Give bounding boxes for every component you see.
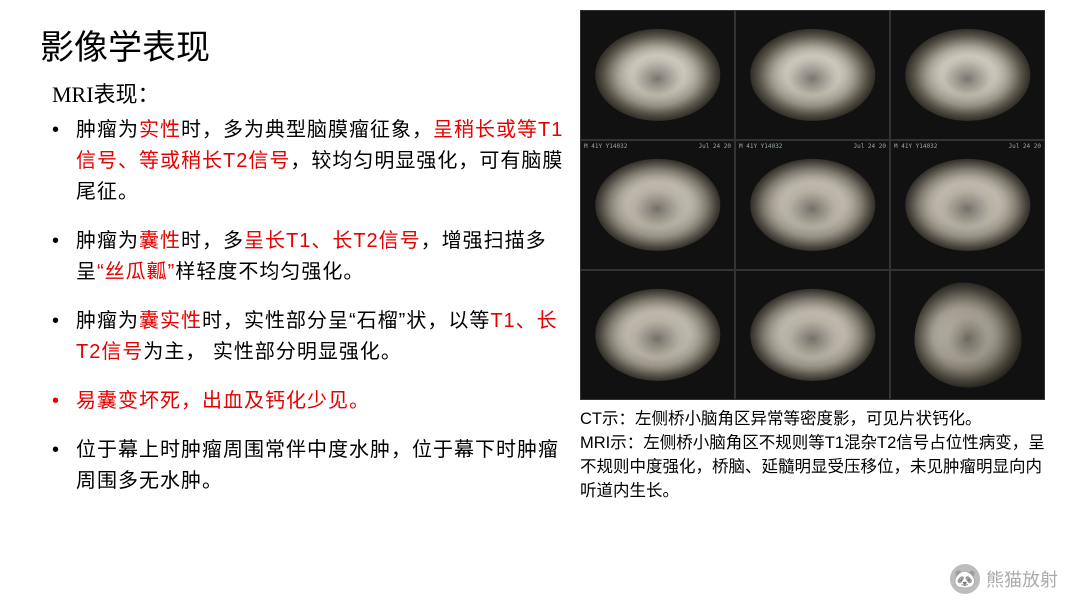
watermark-text: 熊猫放射 — [986, 566, 1058, 592]
scan-cell — [890, 270, 1045, 400]
bullet-item: 肿瘤为实性时，多为典型脑膜瘤征象，呈稍长或等T1信号、等或稍长T2信号，较均匀明… — [40, 115, 570, 208]
bullet-text-span: 肿瘤为 — [76, 230, 139, 252]
scan-label-tl: M 41Y Y14032 — [584, 143, 627, 150]
bullet-text-span: 样轻度不均匀强化。 — [175, 261, 364, 283]
bullet-text-span: 囊性 — [139, 230, 181, 252]
scan-cell — [735, 270, 890, 400]
caption-mri: MRI示：左侧桥小脑角区不规则等T1混杂T2信号占位性病变，呈不规则中度强化，桥… — [580, 434, 1045, 500]
brain-scan-image — [595, 159, 720, 251]
panda-icon: 🐼 — [950, 564, 980, 594]
bullet-text-span: 肿瘤为 — [76, 119, 139, 141]
brain-scan-image — [595, 289, 720, 381]
scan-cell — [580, 270, 735, 400]
brain-scan-image — [595, 29, 720, 121]
watermark: 🐼 熊猫放射 — [950, 564, 1058, 594]
mri-image-grid: M 41Y Y14032 Jul 24 20 M 41Y Y14032 Jul 24 … — [580, 10, 1045, 400]
caption-ct: CT示：左侧桥小脑角区异常等密度影，可见片状钙化。 — [580, 410, 982, 428]
scan-cell — [890, 10, 1045, 140]
slide-title: 影像学表现 — [40, 20, 570, 69]
scan-label-tr: Jul 24 20 — [1008, 143, 1041, 150]
bullet-text-span: 囊实性 — [139, 310, 202, 332]
scan-cell — [735, 10, 890, 140]
right-column: M 41Y Y14032 Jul 24 20 M 41Y Y14032 Jul 24 … — [580, 20, 1070, 598]
brain-scan-image — [750, 289, 875, 381]
brain-scan-image — [750, 29, 875, 121]
scan-label-tr: Jul 24 20 — [853, 143, 886, 150]
scan-cell: M 41Y Y14032 Jul 24 20 — [890, 140, 1045, 270]
bullet-text-span: 时，多为典型脑膜瘤征象， — [181, 119, 433, 141]
bullet-text-span: 肿瘤为 — [76, 310, 139, 332]
bullet-item: 位于幕上时肿瘤周围常伴中度水肿，位于幕下时肿瘤周围多无水肿。 — [40, 435, 570, 497]
bullet-text-span: 易囊变坏死，出血及钙化少见。 — [76, 390, 370, 412]
bullet-text-span: 位于幕上时肿瘤周围常伴中度水肿，位于幕下时肿瘤周围多无水肿。 — [76, 439, 559, 492]
brain-scan-image — [750, 159, 875, 251]
scan-label-tl: M 41Y Y14032 — [894, 143, 937, 150]
brain-scan-image — [914, 283, 1021, 388]
slide: 影像学表现 MRI表现： 肿瘤为实性时，多为典型脑膜瘤征象，呈稍长或等T1信号、… — [0, 0, 1080, 608]
slide-subtitle: MRI表现： — [52, 77, 570, 109]
bullet-text-span: 时，多 — [181, 230, 244, 252]
scan-label-tr: Jul 24 20 — [698, 143, 731, 150]
scan-cell — [580, 10, 735, 140]
left-column: 影像学表现 MRI表现： 肿瘤为实性时，多为典型脑膜瘤征象，呈稍长或等T1信号、… — [40, 20, 580, 598]
scan-cell: M 41Y Y14032 Jul 24 20 — [735, 140, 890, 270]
bullet-text-span: “丝瓜瓤” — [97, 261, 175, 283]
bullet-text-span: 时，实性部分呈“石榴”状，以等 — [202, 310, 490, 332]
bullet-list: 肿瘤为实性时，多为典型脑膜瘤征象，呈稍长或等T1信号、等或稍长T2信号，较均匀明… — [40, 115, 570, 497]
scan-cell: M 41Y Y14032 Jul 24 20 — [580, 140, 735, 270]
bullet-item: 肿瘤为囊性时，多呈长T1、长T2信号，增强扫描多呈“丝瓜瓤”样轻度不均匀强化。 — [40, 226, 570, 288]
bullet-text-span: 呈长T1、长T2信号 — [244, 230, 421, 252]
bullet-item: 易囊变坏死，出血及钙化少见。 — [40, 386, 570, 417]
bullet-text-span: 为主， 实性部分明显强化。 — [143, 341, 402, 363]
bullet-item: 肿瘤为囊实性时，实性部分呈“石榴”状，以等T1、长T2信号为主， 实性部分明显强… — [40, 306, 570, 368]
bullet-text-span: 实性 — [139, 119, 181, 141]
image-caption: CT示：左侧桥小脑角区异常等密度影，可见片状钙化。 MRI示：左侧桥小脑角区不规… — [580, 408, 1050, 504]
brain-scan-image — [905, 29, 1030, 121]
scan-label-tl: M 41Y Y14032 — [739, 143, 782, 150]
brain-scan-image — [905, 159, 1030, 251]
